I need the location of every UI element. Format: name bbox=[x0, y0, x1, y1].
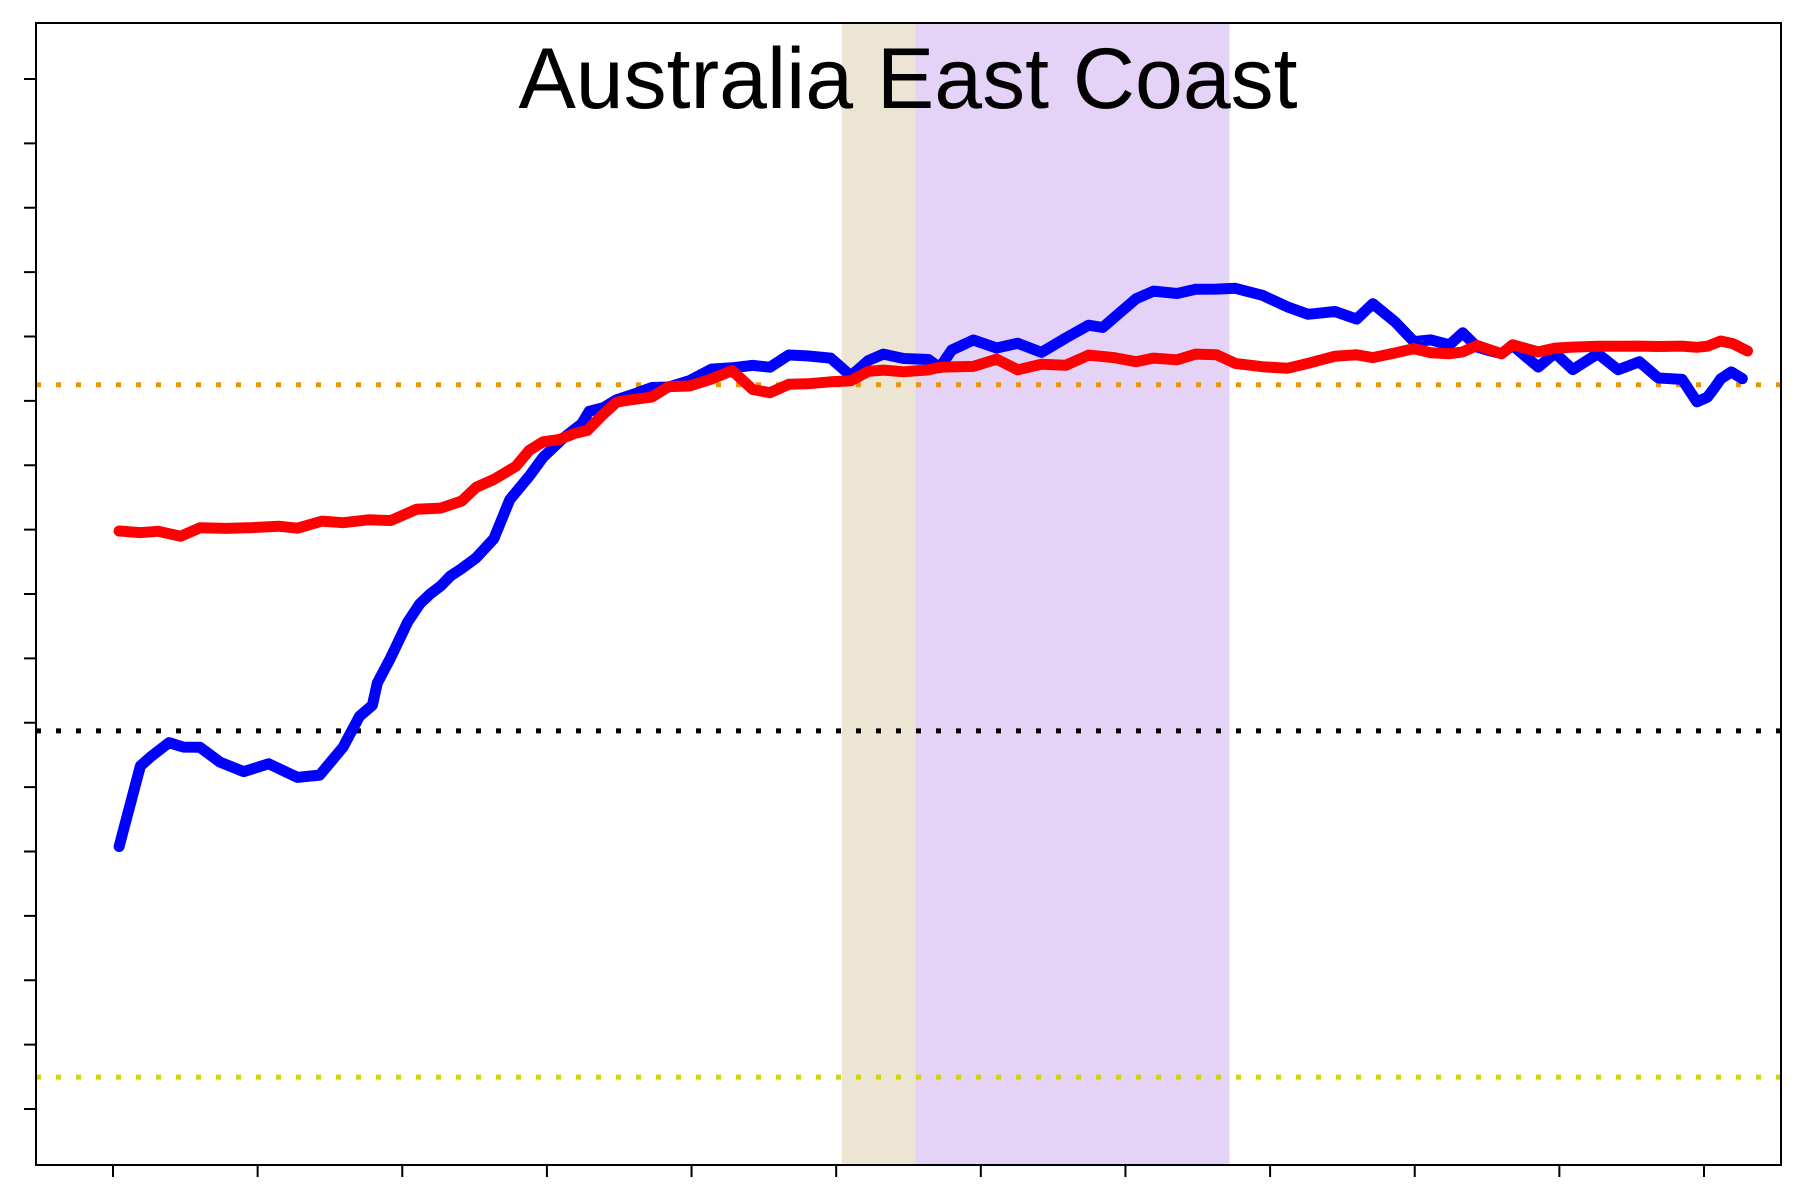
series-group bbox=[113, 282, 1753, 852]
shaded-region-2 bbox=[915, 23, 1230, 1165]
series-line-2 bbox=[113, 335, 1753, 542]
shaded-regions bbox=[841, 23, 1230, 1165]
x-axis-ticks bbox=[112, 1165, 1705, 1177]
chart-title: Australia East Coast bbox=[518, 31, 1297, 127]
y-axis-ticks bbox=[24, 78, 36, 1110]
shaded-region-1 bbox=[841, 23, 916, 1165]
